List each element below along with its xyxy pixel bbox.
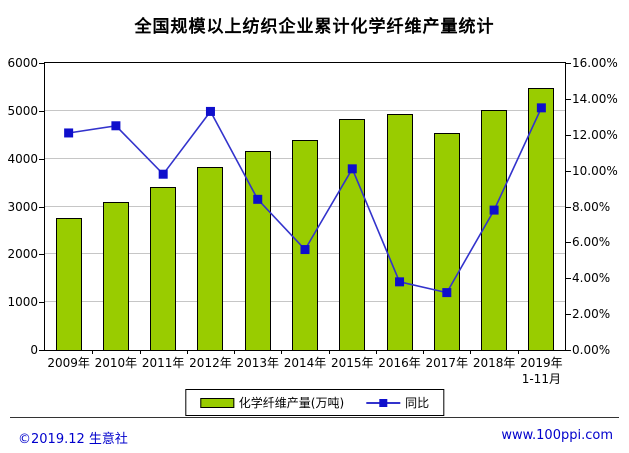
x-axis-tick: [234, 351, 236, 354]
bar-2018年: [481, 110, 508, 350]
yoy-marker-2019年: [536, 103, 546, 113]
gridline-5000: [45, 109, 565, 111]
y-axis-left-label-1000: 1000: [7, 295, 38, 310]
x-axis-label-2011年: 2011年: [141, 356, 185, 370]
y-axis-right-label-8.00%: 8.00%: [572, 199, 611, 214]
y-axis-right-tick: [566, 314, 571, 316]
x-axis-label-2014年: 2014年: [283, 356, 327, 370]
x-axis-tick: [517, 351, 519, 354]
bar-2009年: [55, 218, 82, 350]
yoy-marker-2013年: [253, 194, 263, 204]
y-axis-left-label-3000: 3000: [7, 199, 38, 214]
y-axis-right-tick: [566, 206, 571, 208]
bar-2014年: [292, 140, 318, 350]
x-axis-label-2010年: 2010年: [94, 356, 138, 370]
x-axis-tick: [375, 351, 377, 354]
yoy-marker-2011年: [158, 169, 168, 179]
y-axis-left-tick: [39, 254, 44, 256]
y-axis-right-label-12.00%: 12.00%: [572, 127, 618, 142]
website-link[interactable]: www.100ppi.com: [501, 428, 613, 443]
x-axis-label-2018年: 2018年: [472, 356, 516, 370]
x-axis-label-2016年: 2016年: [378, 356, 421, 370]
plot-area: [44, 62, 566, 351]
legend-line-swatch-icon: [366, 397, 401, 408]
bar-2017年: [433, 132, 460, 350]
yoy-marker-2012年: [205, 106, 215, 116]
bar-2012年: [197, 166, 224, 350]
y-axis-right-tick: [566, 63, 571, 64]
y-axis-left-label-6000: 6000: [7, 56, 38, 70]
x-axis-label-2012年: 2012年: [189, 356, 232, 370]
yoy-marker-2015年: [347, 164, 357, 174]
chart-title: 全国规模以上纺织企业累计化学纤维产量统计: [134, 17, 495, 37]
x-axis-label-2013年: 2013年: [236, 356, 279, 370]
bar-2010年: [102, 202, 129, 350]
x-axis-label-2019年: 2019年: [520, 356, 563, 370]
y-axis-right-label-16.00%: 16.00%: [572, 56, 618, 70]
bar-2016年: [386, 114, 413, 350]
x-axis-tick: [92, 351, 94, 354]
y-axis-right-label-0.00%: 0.00%: [572, 343, 611, 357]
x-axis-tick: [186, 351, 188, 354]
legend-bar-label: 化学纤维产量(万吨): [238, 396, 345, 410]
legend-item-production: 化学纤维产量(万吨): [199, 394, 345, 411]
y-axis-left-tick: [39, 63, 44, 64]
yoy-marker-2017年: [442, 288, 452, 298]
footer-divider: [10, 417, 619, 418]
y-axis-left-label-2000: 2000: [7, 247, 38, 262]
x-axis-tick: [328, 351, 330, 354]
y-axis-right-label-14.00%: 14.00%: [572, 91, 618, 106]
line-series-yoy: [64, 103, 546, 298]
y-axis-right-label-6.00%: 6.00%: [572, 235, 611, 250]
bar-2015年: [339, 118, 366, 350]
y-axis-left-label-4000: 4000: [7, 151, 38, 166]
x-axis-label-2017年: 2017年: [425, 356, 469, 370]
legend-item-yoy: 同比: [366, 394, 429, 411]
legend: 化学纤维产量(万吨) 同比: [184, 389, 445, 416]
y-axis-right-tick: [566, 98, 571, 100]
x-axis-tick: [470, 351, 472, 354]
legend-bar-swatch-icon: [199, 397, 234, 408]
y-axis-left-label-5000: 5000: [7, 103, 38, 118]
y-axis-left-label-0: 0: [30, 343, 38, 357]
y-axis-right-tick: [566, 170, 571, 172]
y-axis-right-label-10.00%: 10.00%: [572, 163, 618, 178]
y-axis-right-label-2.00%: 2.00%: [572, 307, 611, 322]
y-axis-left-tick: [39, 158, 44, 160]
y-axis-left-tick: [39, 206, 44, 208]
bar-2011年: [150, 187, 177, 350]
yoy-marker-2014年: [300, 245, 310, 255]
legend-line-marker-icon: [379, 399, 388, 407]
x-axis-label-2009年: 2009年: [47, 356, 90, 370]
x-axis-tick: [423, 351, 425, 354]
y-axis-left-tick: [39, 110, 44, 112]
y-axis-left-tick: [39, 302, 44, 304]
x-axis-tick: [281, 351, 283, 354]
y-axis-right-tick: [566, 242, 571, 244]
legend-line-label: 同比: [405, 396, 430, 410]
x-axis-tick: [139, 351, 141, 354]
bar-2019年: [528, 87, 555, 350]
y-axis-right-label-4.00%: 4.00%: [572, 271, 611, 286]
x-axis-note: 1-11月: [521, 372, 561, 386]
copyright-text: ©2019.12 生意社: [18, 432, 128, 447]
yoy-marker-2018年: [489, 205, 499, 215]
yoy-line: [68, 107, 543, 294]
yoy-marker-2009年: [64, 128, 74, 138]
x-axis-label-2015年: 2015年: [330, 356, 374, 370]
y-axis-right-tick: [566, 278, 571, 280]
y-axis-left-tick: [39, 350, 44, 351]
y-axis-right-tick: [566, 350, 571, 351]
yoy-marker-2016年: [395, 277, 405, 287]
yoy-marker-2010年: [111, 121, 121, 131]
y-axis-right-tick: [566, 134, 571, 136]
